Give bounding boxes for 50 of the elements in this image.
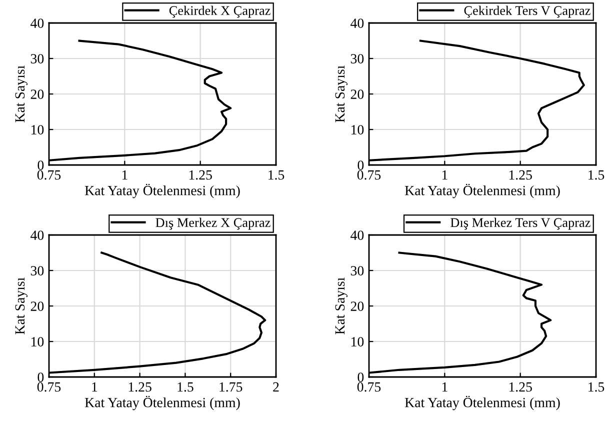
- y-tick-label: 10: [31, 337, 44, 346]
- x-tick-label: 1.5: [588, 382, 604, 392]
- legend-label: Çekirdek X Çapraz: [169, 6, 270, 18]
- x-tick-label: 0.75: [357, 170, 381, 180]
- y-tick-label: 30: [350, 54, 364, 64]
- x-tick-label: 1.25: [509, 382, 532, 392]
- y-axis-title: Kat Sayısı: [335, 278, 348, 334]
- y-tick-label: 30: [30, 54, 44, 64]
- x-axis-title: Kat Yatay Ötelenmesi (mm): [404, 396, 560, 410]
- x-axis-title: Kat Yatay Ötelenmesi (mm): [404, 184, 560, 198]
- y-tick-label: 0: [358, 372, 364, 382]
- x-tick-label: 2: [273, 382, 279, 392]
- y-tick-label: 30: [350, 266, 364, 276]
- x-axis-title: Kat Yatay Ötelenmesi (mm): [84, 396, 240, 410]
- x-axis-title: Kat Yatay Ötelenmesi (mm): [84, 184, 240, 198]
- y-tick-label: 20: [30, 90, 44, 99]
- y-tick-label: 30: [30, 266, 44, 276]
- x-tick-label: 1.25: [189, 170, 212, 180]
- y-axis-title: Kat Sayısı: [335, 66, 348, 122]
- y-axis-title: Kat Sayısı: [15, 278, 28, 334]
- y-axis-title: Kat Sayısı: [15, 66, 28, 122]
- legend-label: Dış Merkez Ters V Çapraz: [450, 218, 590, 230]
- x-tick-label: 1: [122, 170, 128, 180]
- legend-label: Dış Merkez X Çapraz: [156, 218, 270, 230]
- x-tick-label: 0.75: [37, 170, 61, 180]
- y-tick-label: 40: [350, 18, 364, 28]
- legend-label: Çekirdek Ters V Çapraz: [464, 6, 590, 18]
- y-tick-label: 20: [350, 90, 364, 99]
- x-tick-label: 1.5: [268, 170, 284, 180]
- x-tick-label: 1.25: [509, 170, 532, 180]
- x-tick-label: 1: [442, 170, 448, 180]
- y-tick-label: 20: [350, 302, 364, 311]
- x-tick-label: 1: [92, 382, 98, 392]
- x-tick-label: 1.75: [220, 382, 242, 392]
- y-tick-label: 40: [30, 230, 44, 240]
- y-tick-label: 10: [31, 125, 44, 134]
- x-tick-label: 1.25: [128, 382, 152, 392]
- y-tick-label: 40: [30, 18, 44, 28]
- x-tick-label: 1: [442, 382, 448, 392]
- x-tick-label: 0.75: [357, 382, 381, 392]
- y-tick-label: 0: [38, 372, 44, 382]
- x-tick-label: 1.5: [178, 382, 194, 392]
- y-tick-label: 0: [358, 160, 364, 170]
- y-tick-label: 0: [38, 160, 44, 170]
- x-tick-label: 0.75: [37, 382, 61, 392]
- y-tick-label: 40: [350, 230, 364, 240]
- y-tick-label: 10: [351, 125, 364, 134]
- y-tick-label: 10: [351, 337, 364, 346]
- x-tick-label: 1.5: [588, 170, 604, 180]
- y-tick-label: 20: [30, 302, 44, 311]
